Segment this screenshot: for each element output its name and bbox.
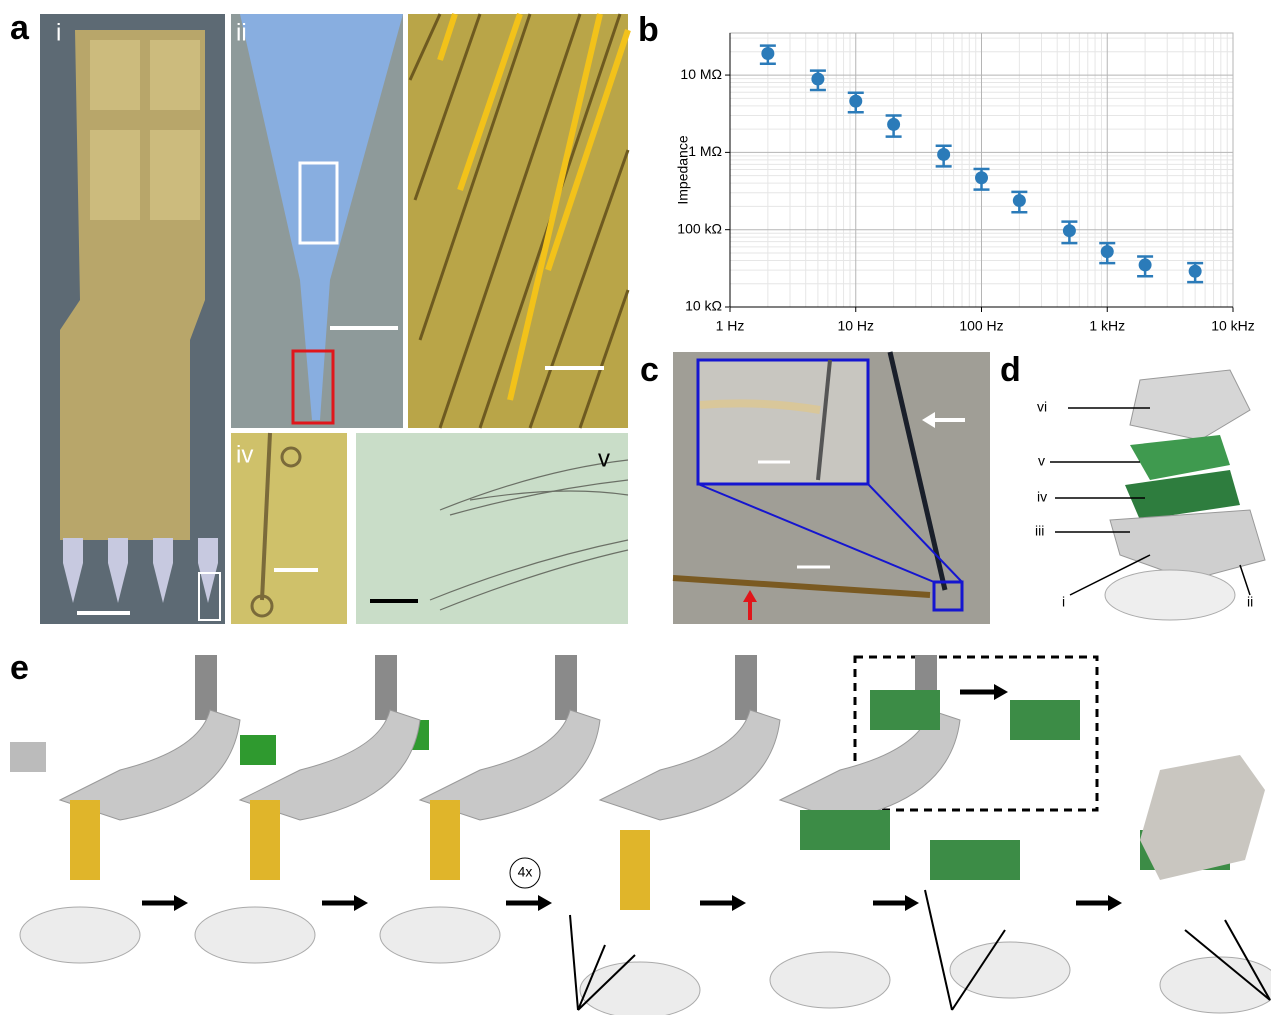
point [937, 148, 950, 161]
flex-cable [620, 830, 650, 910]
skull [20, 907, 140, 963]
skull [580, 962, 700, 1015]
point [1139, 258, 1152, 271]
arm [735, 655, 757, 720]
assembly-steps: 4x [10, 655, 1271, 1015]
pads [90, 40, 140, 110]
holder-arm [600, 710, 780, 820]
sublabel: v [598, 445, 610, 472]
arm [555, 655, 577, 720]
pointer [570, 915, 578, 1010]
y-tick-label: 10 kΩ [685, 298, 722, 314]
panel-label: d [1000, 351, 1021, 389]
point [1101, 245, 1114, 258]
arrowhead [354, 895, 368, 911]
cap [1140, 755, 1265, 880]
y-tick-label: 1 MΩ [688, 143, 722, 159]
skull [1105, 570, 1235, 620]
pads [150, 40, 200, 110]
board [930, 840, 1020, 880]
point [1013, 194, 1026, 207]
arrowhead [905, 895, 919, 911]
x-tick-label: 1 Hz [716, 318, 745, 334]
x-tick-label: 10 kHz [1211, 318, 1255, 334]
cap [1130, 370, 1250, 440]
arrowhead [538, 895, 552, 911]
flex-cable [250, 800, 280, 880]
image-a-v [356, 433, 628, 624]
x-tick-label: 1 kHz [1089, 318, 1125, 334]
panel-label: e [10, 649, 29, 687]
arm [195, 655, 217, 720]
skull [1160, 957, 1271, 1013]
skull [380, 907, 500, 963]
plot: 1 Hz 10 Hz 100 Hz 1 kHz 10 kHz 10 kΩ 100 kΩ 1 M… [677, 33, 1255, 334]
panel-label: a [10, 9, 30, 47]
arm [375, 655, 397, 720]
part-label: v [1038, 453, 1045, 469]
point [761, 47, 774, 60]
part-label: vi [1037, 399, 1047, 415]
arrowhead [174, 895, 188, 911]
inset [698, 360, 868, 484]
board [1010, 700, 1080, 740]
figure: a i ii iv v b Impedance 1 Hz10 Hz100 Hz1… [0, 0, 1271, 1015]
sublabel: i [56, 19, 61, 46]
y-tick-label: 100 kΩ [677, 220, 722, 236]
sublabel: iv [236, 441, 253, 468]
pads [150, 130, 200, 220]
panel-label: c [640, 351, 659, 389]
x-tick-label: 100 Hz [959, 318, 1003, 334]
skull [950, 942, 1070, 998]
x-tick-label: 10 Hz [837, 318, 874, 334]
flex-cable [70, 800, 100, 880]
sublabel: ii [236, 19, 247, 46]
flex-cable [430, 800, 460, 880]
part-label: iv [1037, 489, 1047, 505]
point [849, 95, 862, 108]
pads [90, 130, 140, 220]
arrowhead [994, 684, 1008, 700]
part-label: iii [1035, 523, 1044, 539]
point [975, 171, 988, 184]
point [887, 118, 900, 131]
holder [10, 742, 46, 772]
board [870, 690, 940, 730]
arrowhead [1108, 895, 1122, 911]
y-tick-label: 10 MΩ [680, 66, 722, 82]
annotation: 4x [518, 864, 533, 880]
point [811, 72, 824, 85]
holder [240, 735, 276, 765]
arrowhead [732, 895, 746, 911]
part-label: i [1062, 594, 1065, 610]
part-label: ii [1247, 594, 1253, 610]
panel-label: b [638, 11, 659, 49]
point [1063, 224, 1076, 237]
point [1189, 265, 1202, 278]
skull [195, 907, 315, 963]
pointer [925, 890, 952, 1010]
board [800, 810, 890, 850]
skull [770, 952, 890, 1008]
